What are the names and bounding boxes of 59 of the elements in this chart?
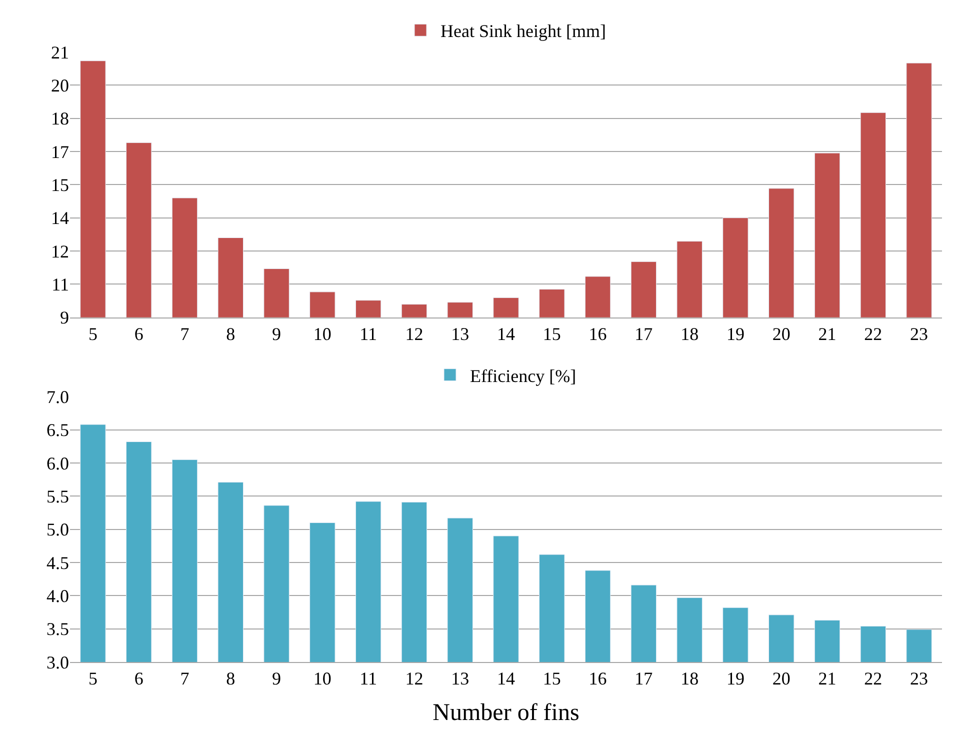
x-tick-label: 15: [542, 668, 561, 689]
y-tick-label: 3.5: [46, 619, 69, 640]
x-tick-label: 14: [497, 668, 515, 689]
x-tick-label: 9: [272, 668, 282, 689]
y-tick-label: 5.5: [46, 486, 69, 506]
x-tick-label: 9: [272, 324, 282, 344]
y-tick-label: 7.0: [46, 386, 69, 407]
x-tick-label: 10: [313, 324, 332, 344]
y-tick-label: 5.0: [46, 520, 69, 540]
x-tick-label: 17: [634, 668, 653, 689]
y-tick-label: 4.0: [46, 586, 69, 606]
x-tick-label: 18: [680, 324, 699, 344]
x-tick-label: 11: [360, 668, 377, 689]
x-tick-label: 6: [134, 324, 144, 344]
x-tick-label: 5: [88, 324, 98, 344]
legend-label: Efficiency [%]: [470, 366, 576, 386]
x-axis-title: Number of fins: [432, 700, 580, 726]
y-tick-label: 17: [51, 142, 69, 162]
x-tick-label: 12: [405, 324, 424, 344]
x-tick-label: 13: [451, 324, 470, 344]
x-tick-label: 16: [588, 324, 607, 344]
x-tick-label: 17: [634, 324, 653, 344]
x-tick-label: 10: [313, 668, 332, 689]
x-tick-label: 16: [588, 668, 607, 689]
x-tick-label: 7: [180, 668, 190, 689]
x-tick-label: 23: [910, 324, 928, 344]
y-tick-label: 9: [60, 308, 69, 328]
x-tick-label: 8: [226, 668, 236, 689]
y-tick-label: 3.0: [46, 652, 69, 672]
y-tick-label: 6.0: [46, 453, 69, 474]
y-tick-label: 15: [51, 174, 69, 195]
x-tick-label: 7: [180, 324, 190, 344]
y-tick-label: 11: [52, 274, 69, 294]
x-tick-label: 8: [226, 324, 236, 344]
x-tick-label: 6: [134, 668, 144, 689]
x-tick-label: 20: [772, 668, 790, 689]
x-tick-label: 11: [360, 324, 377, 344]
x-tick-label: 15: [542, 324, 561, 344]
x-tick-label: 5: [88, 668, 98, 689]
y-tick-label: 21: [51, 42, 69, 62]
legend-label: Heat Sink height [mm]: [440, 21, 606, 42]
y-tick-label: 6.5: [46, 420, 69, 440]
x-tick-label: 19: [726, 324, 744, 344]
x-tick-label: 20: [772, 324, 790, 344]
y-tick-label: 20: [51, 75, 69, 96]
y-tick-label: 14: [51, 208, 69, 228]
x-tick-label: 18: [680, 668, 699, 689]
y-tick-label: 12: [51, 241, 69, 262]
x-tick-label: 22: [864, 324, 882, 344]
y-tick-label: 4.5: [46, 552, 69, 573]
x-tick-label: 21: [818, 324, 836, 344]
x-tick-label: 22: [864, 668, 882, 689]
x-tick-label: 21: [818, 668, 836, 689]
x-tick-label: 12: [405, 668, 424, 689]
x-tick-label: 19: [726, 668, 744, 689]
x-tick-label: 13: [451, 668, 470, 689]
x-tick-label: 23: [910, 668, 928, 689]
y-tick-label: 18: [51, 108, 69, 129]
x-tick-label: 14: [497, 324, 515, 344]
